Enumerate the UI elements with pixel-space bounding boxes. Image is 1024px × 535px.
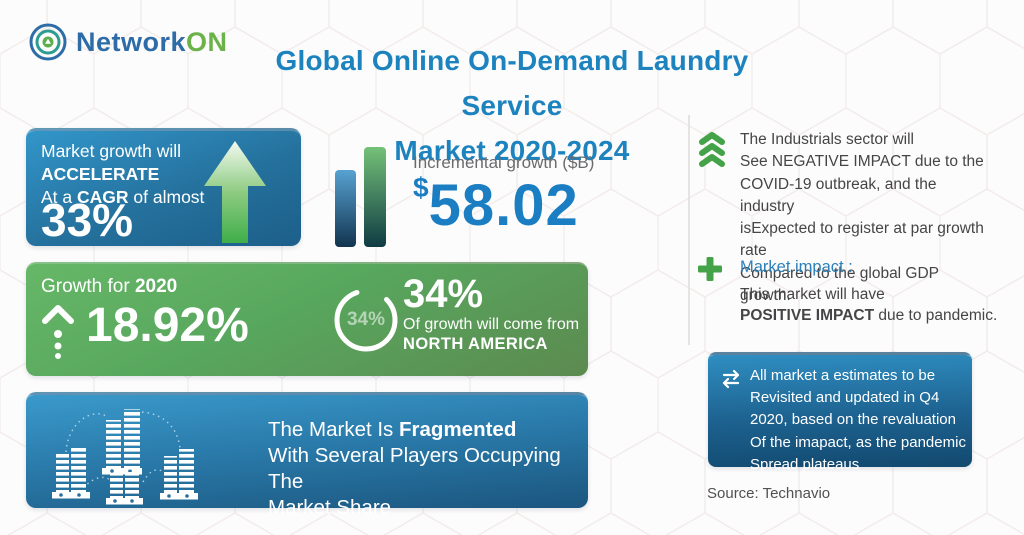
bar-pair-icon: [335, 147, 386, 247]
up-arrow-icon: [204, 141, 266, 243]
accelerate-line1-bold: ACCELERATE: [41, 164, 160, 184]
growth-upload-icon: [42, 305, 74, 359]
page-title-line1: Global Online On-Demand Laundry Service: [275, 45, 749, 121]
buildings-network-icon: [52, 409, 198, 505]
incremental-growth-label: Incremental growth ($B): [413, 153, 595, 172]
accelerate-line2: At a: [41, 187, 73, 207]
growth-2020-card: Growth for 2020 18.92% 34% 34% Of growth…: [26, 262, 588, 376]
accelerate-card-text: Market growth will ACCELERATE At a CAGR …: [41, 140, 301, 209]
incremental-growth-value: $58.02: [413, 172, 579, 239]
logo: NetworkON: [28, 22, 228, 62]
triple-chevron-up-icon: [699, 132, 725, 167]
industrials-impact-note: The Industrials sector will See NEGATIVE…: [740, 131, 984, 305]
estimates-update-text: All market a estimates to be Revisited a…: [750, 367, 966, 473]
estimates-update-card: All market a estimates to be Revisited a…: [708, 352, 972, 473]
share-line2: NORTH AMERICA: [403, 335, 548, 353]
vertical-divider: [688, 115, 690, 345]
accelerate-line1: Market growth will: [41, 141, 182, 161]
cagr-value: 33%: [41, 194, 134, 246]
page-title-line2: Market 2020-2024: [394, 135, 630, 166]
page-title: Global Online On-Demand Laundry Service …: [232, 38, 792, 173]
market-impact-text: This market will have POSITIVE IMPACT du…: [740, 286, 998, 324]
currency-symbol: $: [413, 172, 429, 203]
refresh-icon: [722, 369, 740, 389]
fragmented-market-text: The Market Is Fragmented With Several Pl…: [268, 418, 561, 519]
donut-gauge-icon: [334, 288, 398, 352]
logo-text-on: ON: [186, 26, 228, 57]
accelerate-card: Market growth will ACCELERATE At a CAGR …: [26, 128, 301, 246]
share-line1: Of growth will come from: [403, 316, 580, 333]
logo-wordmark: NetworkON: [76, 27, 228, 58]
share-percent: 34%: [403, 272, 484, 316]
source-credit: Source: Technavio: [707, 485, 831, 502]
accelerate-line2-post: of almost: [133, 187, 205, 207]
fragmented-market-card: The Market Is Fragmented With Several Pl…: [26, 392, 588, 519]
market-impact-title: Market impact :: [740, 258, 853, 276]
north-america-share: 34% Of growth will come from NORTH AMERI…: [403, 272, 579, 354]
incremental-amount: 58.02: [428, 173, 579, 238]
growth-2020-label: Growth for 2020: [41, 276, 178, 297]
logo-text-network: Network: [76, 26, 187, 57]
plus-icon: [698, 257, 722, 281]
growth-2020-value: 18.92%: [86, 299, 249, 352]
donut-gauge-label: 34%: [346, 309, 386, 330]
logo-target-icon: [29, 23, 67, 61]
accelerate-line2-bold: CAGR: [77, 187, 129, 207]
